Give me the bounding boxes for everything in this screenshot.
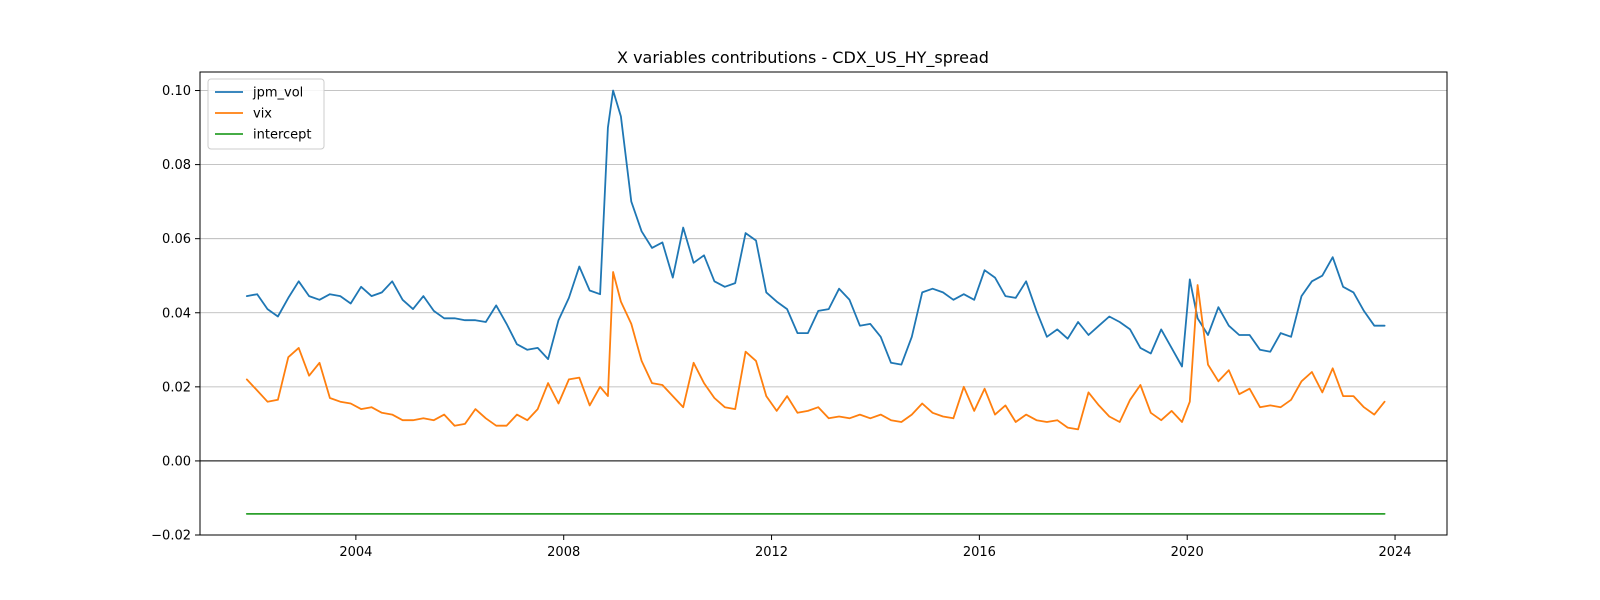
x-tick-label-0: 2004 <box>339 545 372 560</box>
legend-label-vix: vix <box>253 107 272 122</box>
x-tick-label-1: 2008 <box>547 545 580 560</box>
y-tick-label-3: 0.04 <box>162 306 191 321</box>
x-tick-label-5: 2024 <box>1378 545 1411 560</box>
x-axis: 2004 2008 2012 2016 2020 2024 <box>339 535 1412 560</box>
series-lines <box>245 89 1386 515</box>
y-tick-label-2: 0.02 <box>162 380 191 395</box>
x-tick-label-3: 2016 <box>963 545 996 560</box>
x-tick-label-2: 2012 <box>755 545 788 560</box>
legend-box <box>207 78 325 150</box>
plot-frame <box>199 71 1448 536</box>
y-tick-label-6: 0.10 <box>162 84 191 99</box>
chart-title: X variables contributions - CDX_US_HY_sp… <box>617 48 989 68</box>
y-tick-label-0: −0.02 <box>151 529 191 544</box>
series-line-vix <box>245 271 1386 431</box>
y-tick-label-1: 0.00 <box>162 454 191 469</box>
y-tick-label-5: 0.08 <box>162 158 191 173</box>
series-line-jpm_vol <box>245 89 1386 368</box>
gridlines <box>200 90 1447 536</box>
y-tick-label-4: 0.06 <box>162 232 191 247</box>
legend-label-intercept: intercept <box>253 128 312 143</box>
x-tick-label-4: 2020 <box>1171 545 1204 560</box>
y-axis: −0.02 0.00 0.02 0.04 0.06 0.08 0.10 <box>151 84 200 544</box>
legend-label-jpm_vol: jpm_vol <box>252 86 303 101</box>
